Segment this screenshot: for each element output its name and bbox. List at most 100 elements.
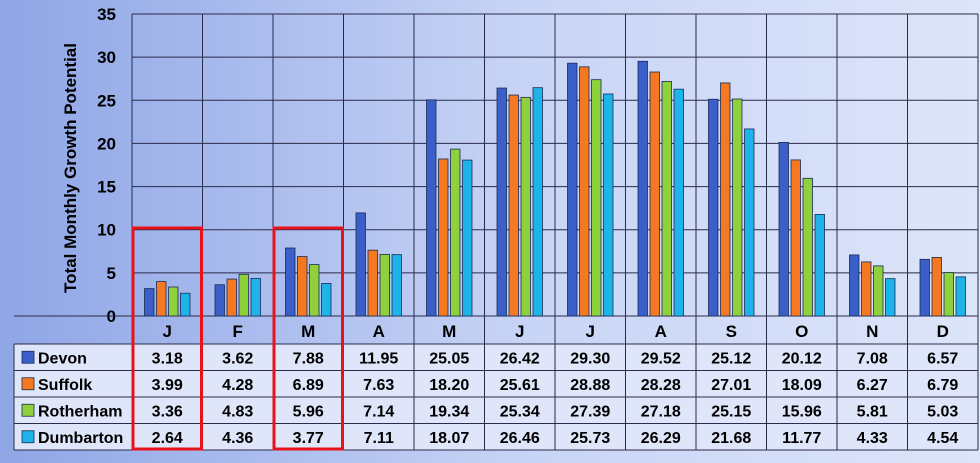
data-label-rotherham-8: 25.15: [711, 403, 751, 420]
bar-dumbarton-5: [532, 87, 543, 317]
data-label-devon-6: 29.30: [570, 350, 610, 367]
bar-devon-10: [849, 254, 860, 317]
data-label-devon-3: 11.95: [359, 350, 398, 367]
bar-suffolk-6: [579, 66, 590, 317]
y-tick-label: 5: [107, 264, 116, 283]
series-name-suffolk: Suffolk: [38, 377, 92, 394]
y-tick-label: 10: [97, 221, 116, 240]
data-label-rotherham-10: 5.81: [857, 403, 888, 420]
data-label-dumbarton-0: 2.64: [152, 430, 183, 447]
data-label-devon-10: 7.08: [857, 350, 888, 367]
category-label: N: [866, 322, 878, 341]
data-label-devon-2: 7.88: [293, 350, 324, 367]
bar-devon-6: [567, 62, 578, 317]
bar-dumbarton-8: [744, 128, 755, 317]
legend-key-suffolk: [21, 377, 35, 391]
bar-devon-8: [708, 98, 719, 317]
data-label-dumbarton-1: 4.36: [222, 430, 253, 447]
category-label: O: [795, 322, 808, 341]
data-label-suffolk-4: 18.20: [429, 377, 469, 394]
bar-suffolk-8: [720, 82, 731, 317]
category-label: J: [515, 322, 524, 341]
category-label: A: [373, 322, 385, 341]
data-label-devon-7: 29.52: [641, 350, 681, 367]
data-label-devon-11: 6.57: [927, 350, 958, 367]
data-label-dumbarton-3: 7.11: [364, 430, 394, 447]
bar-rotherham-0: [168, 286, 179, 317]
bar-dumbarton-6: [603, 93, 614, 317]
data-label-rotherham-3: 7.14: [363, 403, 394, 420]
category-label: J: [586, 322, 595, 341]
category-label: F: [233, 322, 243, 341]
bar-devon-3: [355, 212, 366, 317]
bar-suffolk-0: [156, 281, 167, 317]
data-label-suffolk-3: 7.63: [363, 377, 394, 394]
data-label-suffolk-10: 6.27: [857, 377, 888, 394]
bar-suffolk-4: [438, 158, 449, 317]
data-label-suffolk-5: 25.61: [500, 377, 540, 394]
bar-devon-1: [214, 284, 225, 317]
data-label-rotherham-2: 5.96: [293, 403, 324, 420]
data-label-suffolk-6: 28.88: [570, 377, 610, 394]
data-label-devon-8: 25.12: [711, 350, 751, 367]
bar-suffolk-5: [508, 94, 519, 317]
data-label-dumbarton-6: 25.73: [570, 430, 610, 447]
bar-suffolk-7: [649, 71, 660, 317]
data-label-dumbarton-11: 4.54: [927, 430, 958, 447]
data-label-dumbarton-5: 26.46: [500, 430, 540, 447]
series-name-devon: Devon: [38, 350, 87, 367]
bar-rotherham-9: [802, 177, 813, 317]
data-label-devon-0: 3.18: [152, 350, 183, 367]
data-label-dumbarton-7: 26.29: [641, 430, 681, 447]
bar-devon-9: [778, 141, 789, 317]
bar-devon-11: [919, 258, 930, 317]
bar-dumbarton-2: [321, 283, 332, 317]
bar-suffolk-11: [931, 257, 942, 317]
data-label-dumbarton-2: 3.77: [293, 430, 324, 447]
bar-dumbarton-10: [885, 278, 896, 317]
category-label: D: [937, 322, 949, 341]
highlight-box-0: [131, 226, 203, 451]
data-label-suffolk-2: 6.89: [293, 377, 324, 394]
data-label-suffolk-1: 4.28: [222, 377, 253, 394]
data-label-rotherham-7: 27.18: [641, 403, 681, 420]
bar-dumbarton-4: [462, 159, 473, 317]
bar-suffolk-1: [226, 278, 237, 317]
y-tick-label: 15: [97, 178, 116, 197]
y-axis-label: Total Monthly Growth Potential: [61, 43, 80, 293]
bar-rotherham-5: [520, 96, 531, 317]
legend-key-devon: [21, 350, 35, 364]
bar-suffolk-3: [367, 249, 378, 317]
data-label-rotherham-5: 25.34: [500, 403, 540, 420]
data-label-devon-1: 3.62: [222, 350, 253, 367]
category-label: J: [163, 322, 172, 341]
data-label-rotherham-1: 4.83: [222, 403, 253, 420]
category-label: M: [442, 322, 456, 341]
data-label-rotherham-6: 27.39: [570, 403, 610, 420]
bar-rotherham-6: [591, 79, 602, 317]
legend-key-rotherham: [21, 403, 35, 417]
bar-devon-2: [285, 247, 296, 317]
bar-devon-5: [496, 87, 507, 317]
y-tick-label: 20: [97, 134, 116, 153]
data-label-suffolk-7: 28.28: [641, 377, 681, 394]
bar-dumbarton-11: [955, 276, 966, 317]
legend-key-dumbarton: [21, 430, 35, 444]
data-label-rotherham-0: 3.36: [152, 403, 183, 420]
bar-suffolk-2: [297, 256, 308, 317]
highlight-box-2: [272, 226, 344, 451]
data-label-dumbarton-9: 11.77: [782, 430, 821, 447]
bar-dumbarton-3: [391, 254, 402, 317]
data-label-suffolk-0: 3.99: [152, 377, 183, 394]
data-label-suffolk-9: 18.09: [782, 377, 822, 394]
category-label: S: [726, 322, 737, 341]
y-tick-label: 35: [97, 5, 116, 24]
bar-rotherham-4: [450, 148, 461, 317]
bar-rotherham-1: [238, 273, 249, 317]
bar-devon-0: [144, 288, 155, 317]
bar-rotherham-2: [309, 264, 320, 317]
bar-rotherham-7: [661, 81, 672, 317]
data-label-dumbarton-4: 18.07: [429, 430, 469, 447]
